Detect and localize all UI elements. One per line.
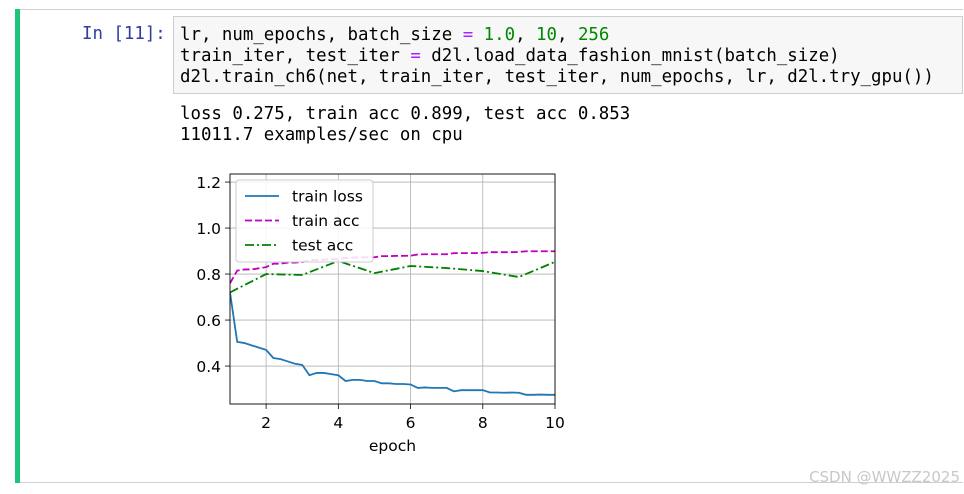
y-tick-label: 0.6 bbox=[196, 312, 221, 330]
legend-label: train acc bbox=[292, 212, 360, 230]
notebook-cell[interactable] bbox=[15, 9, 963, 483]
series-line bbox=[230, 250, 555, 284]
code-token: d2l.train_ch6(net, train_iter, test_iter… bbox=[180, 67, 934, 87]
series-line bbox=[230, 292, 555, 396]
code-line: train_iter, test_iter = d2l.load_data_fa… bbox=[180, 46, 962, 67]
series-line bbox=[230, 259, 555, 294]
input-prompt: In [11]: bbox=[82, 24, 166, 44]
code-token: 256 bbox=[577, 25, 610, 45]
watermark: CSDN @WWZZ2025 bbox=[809, 468, 960, 486]
axes-frame bbox=[229, 173, 556, 405]
output-line: 11011.7 examples/sec on cpu bbox=[180, 125, 463, 145]
code-line: d2l.train_ch6(net, train_iter, test_iter… bbox=[180, 67, 962, 88]
code-token: lr, num_epochs, batch_size bbox=[180, 25, 463, 45]
legend-label: test acc bbox=[292, 237, 353, 255]
code-token: , bbox=[557, 25, 578, 45]
x-tick-label: 8 bbox=[478, 414, 488, 432]
legend-label: train loss bbox=[292, 188, 363, 206]
legend-box bbox=[235, 179, 374, 263]
code-token: d2l.load_data_fashion_mnist(batch_size) bbox=[420, 46, 840, 66]
y-tick-label: 0.4 bbox=[196, 358, 221, 376]
y-tick-label: 1.2 bbox=[196, 174, 221, 192]
cell-selected-bar bbox=[15, 9, 20, 483]
code-token: train_iter, test_iter bbox=[180, 46, 411, 66]
y-tick-label: 1.0 bbox=[196, 220, 221, 238]
x-tick-label: 10 bbox=[545, 414, 565, 432]
output-line: loss 0.275, train acc 0.899, test acc 0.… bbox=[180, 104, 631, 124]
output-text: loss 0.275, train acc 0.899, test acc 0.… bbox=[180, 104, 630, 146]
code-line: lr, num_epochs, batch_size = 1.0, 10, 25… bbox=[180, 25, 962, 46]
x-axis-label: epoch bbox=[369, 437, 416, 455]
x-tick-label: 2 bbox=[261, 414, 271, 432]
x-tick-label: 6 bbox=[406, 414, 416, 432]
code-token: = bbox=[410, 46, 421, 66]
x-tick-label: 4 bbox=[333, 414, 343, 432]
code-token: , bbox=[515, 25, 537, 45]
y-tick-label: 0.8 bbox=[196, 266, 221, 284]
plot-area bbox=[230, 250, 555, 396]
code-editor[interactable]: lr, num_epochs, batch_size = 1.0, 10, 25… bbox=[173, 16, 963, 94]
code-token: 10 bbox=[536, 25, 557, 45]
code-token: 1.0 bbox=[483, 25, 516, 45]
code-token: = bbox=[462, 25, 474, 45]
